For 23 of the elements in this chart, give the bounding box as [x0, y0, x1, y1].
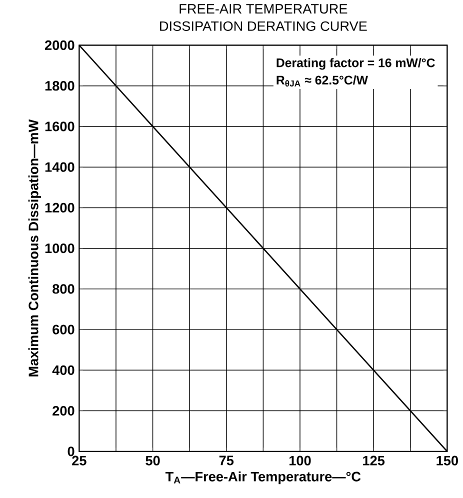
annotation: Derating factor = 16 mW/°C [276, 58, 436, 70]
x-tick-label: 75 [220, 456, 234, 466]
y-tick-label: 1000 [46, 244, 74, 254]
y-tick-label: 2000 [45, 40, 74, 50]
y-tick-label: 1200 [46, 202, 74, 213]
chart-title: FREE-AIR TEMPERATURE [180, 4, 348, 14]
y-tick-label: 600 [52, 324, 74, 334]
y-tick-label: 1400 [46, 162, 74, 172]
x-axis-title: T$_{A}$—Free-Air Temperature—°C [166, 471, 361, 484]
x-tick-label: 50 [146, 456, 160, 466]
x-tick-label: 125 [363, 456, 385, 466]
y-axis-title: Maximum Continuous Dissipation—mW [28, 119, 42, 376]
chart-subtitle: DISSIPATION DERATING CURVE [160, 21, 368, 31]
y-tick-label: 1800 [46, 81, 74, 91]
y-tick-label: 200 [52, 406, 74, 416]
x-tick-label: 100 [290, 456, 311, 466]
y-tick-label: 400 [52, 365, 74, 375]
y-tick-label: 800 [52, 284, 74, 294]
x-tick-label: 25 [72, 456, 87, 466]
y-tick-label: 1600 [46, 122, 74, 132]
x-tick-label: 150 [436, 456, 458, 466]
y-tick-label: 0 [68, 446, 74, 456]
annotation: R$_{θJA}$ ≈ 62.5°C/W [276, 75, 368, 86]
